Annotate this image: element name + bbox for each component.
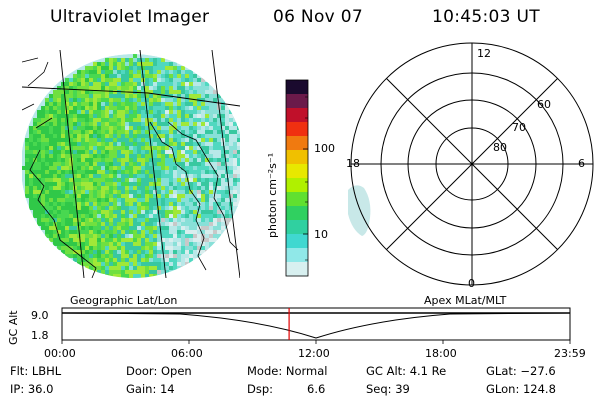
colorbar-tick-100: 100 [314,142,335,155]
lat-lon-grid [22,50,240,278]
mlt-label-0: 0 [468,277,475,290]
colorbar-unit-label: photon cm⁻²s⁻¹ [266,152,279,238]
colorbar-band [286,80,308,95]
mlt-label-12: 12 [477,47,491,60]
colorbar-band [286,248,308,263]
gc-altitude-info: GC Alt: 4.1 Re [366,364,447,378]
geo-latitude-info: GLat: −27.6 [486,364,556,378]
colorbar-band [286,94,308,109]
timeline-ytick-1-8: 1.8 [31,329,49,342]
mlat-label-70: 70 [512,121,526,134]
colorbar-band [286,234,308,249]
gain-info: Gain: 14 [126,382,175,396]
timeline-ytick-9: 9.0 [31,309,49,322]
mlt-label-18: 18 [346,157,360,170]
timeline-axis-label: GC Alt [7,310,20,345]
sequence-info: Seq: 39 [366,382,410,396]
colorbar-band [286,192,308,207]
apex-polar-plot [348,42,594,286]
colorbar-band [286,108,308,123]
colorbar-tick-10: 10 [314,228,328,241]
timeline-xtick-1800: 18:00 [425,347,457,360]
colorbar-band [286,150,308,165]
observation-time: 10:45:03 UT [432,7,540,27]
colorbar-band [286,262,308,277]
colorbar-band [286,122,308,137]
mode-info: Mode: Normal [247,364,328,378]
colorbar-band [286,206,308,221]
mlat-label-80: 80 [493,141,507,154]
instrument-title: Ultraviolet Imager [50,7,210,27]
geo-longitude-info: GLon: 124.8 [486,382,556,396]
observation-date: 06 Nov 07 [273,7,363,27]
apex-panel-label: Apex MLat/MLT [424,294,507,307]
colorbar-band [286,164,308,179]
mlt-label-6: 6 [578,157,585,170]
colorbar-band [286,178,308,193]
geographic-image-panel [22,50,240,278]
dsp-value: 6.6 [307,382,326,396]
timeline-xtick-1200: 12:00 [298,347,330,360]
filter-info: Flt: LBHL [10,364,62,378]
door-info: Door: Open [126,364,192,378]
altitude-timeline [61,307,571,344]
ip-info: IP: 36.0 [10,382,54,396]
timeline-xtick-2359: 23:59 [554,347,586,360]
polar-image-patch [348,185,371,236]
colorbar-band [286,136,308,151]
mlat-label-60: 60 [537,98,551,111]
color-scale-bar [285,79,309,277]
coastline-map [22,57,239,278]
geographic-panel-label: Geographic Lat/Lon [70,294,178,307]
dsp-label: Dsp: [247,382,274,396]
auroral-image [22,54,240,278]
colorbar-band [286,220,308,235]
timeline-xtick-0000: 00:00 [44,347,76,360]
timeline-xtick-0600: 06:00 [171,347,203,360]
